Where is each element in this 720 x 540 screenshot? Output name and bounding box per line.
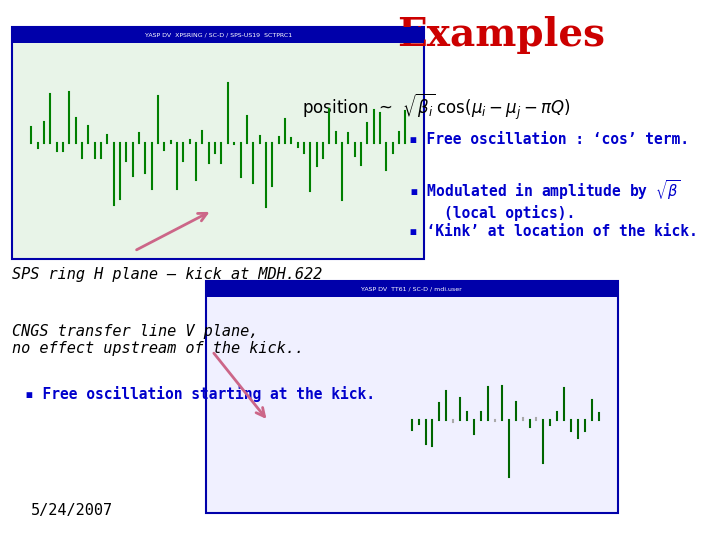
FancyBboxPatch shape: [206, 281, 618, 297]
Text: YASP DV  XPSRING / SC-D / SPS-US19  SCTPRC1: YASP DV XPSRING / SC-D / SPS-US19 SCTPRC…: [145, 32, 292, 38]
Text: ▪ Modulated in amplitude by $\sqrt{\beta}$
    (local optics).: ▪ Modulated in amplitude by $\sqrt{\beta…: [408, 178, 680, 221]
FancyBboxPatch shape: [206, 281, 618, 513]
Text: position  ~  $\sqrt{\beta_i}\, \cos(\mu_i - \mu_j - \pi Q)$: position ~ $\sqrt{\beta_i}\, \cos(\mu_i …: [302, 92, 571, 122]
FancyBboxPatch shape: [12, 27, 424, 43]
Text: YASP DV  TT61 / SC-D / mdi.user: YASP DV TT61 / SC-D / mdi.user: [361, 286, 462, 292]
FancyBboxPatch shape: [12, 27, 424, 259]
Text: ▪ ‘Kink’ at location of the kick.: ▪ ‘Kink’ at location of the kick.: [408, 224, 697, 239]
Text: Examples: Examples: [397, 16, 605, 54]
Text: CNGS transfer line V plane,
no effect upstream of the kick..: CNGS transfer line V plane, no effect up…: [12, 324, 305, 356]
Text: ▪ Free oscillation starting at the kick.: ▪ Free oscillation starting at the kick.: [25, 386, 375, 402]
Text: SPS ring H plane – kick at MDH.622: SPS ring H plane – kick at MDH.622: [12, 267, 323, 282]
Text: ▪ Free oscillation : ‘cos’ term.: ▪ Free oscillation : ‘cos’ term.: [408, 132, 688, 147]
Text: 5/24/2007: 5/24/2007: [31, 503, 113, 518]
